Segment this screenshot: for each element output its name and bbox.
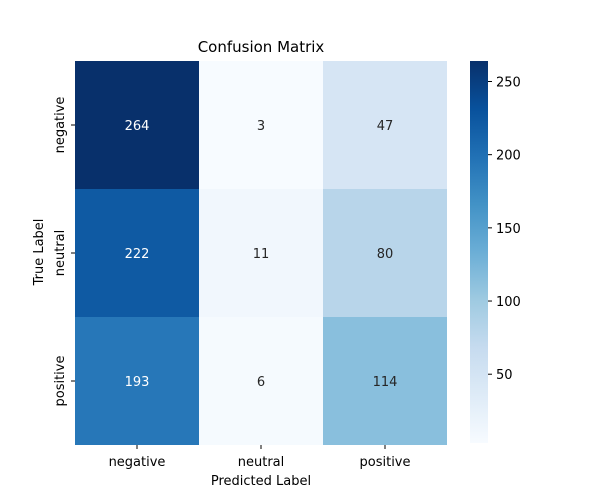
cell-value-label: 264 [125, 119, 150, 134]
heatmap-cell-negative-positive [323, 61, 447, 189]
cell-value-label: 114 [373, 375, 398, 390]
chart-title: Confusion Matrix [198, 38, 325, 56]
y-tick-label: positive [53, 356, 68, 407]
colorbar-tick-label: 100 [496, 295, 521, 310]
heatmap-cell-positive-positive [323, 317, 447, 445]
colorbar-tick-label: 50 [496, 368, 513, 383]
heatmap-cell-neutral-neutral [199, 189, 323, 317]
cell-value-label: 6 [257, 375, 265, 390]
heatmap-cell-positive-negative [75, 317, 199, 445]
y-axis-ticks: negative neutral positive [53, 97, 75, 407]
heatmap-cell-positive-neutral [199, 317, 323, 445]
y-tick-label: negative [53, 97, 68, 154]
colorbar [470, 61, 488, 443]
x-axis-ticks: negative neutral positive [109, 445, 411, 470]
cell-value-label: 3 [257, 119, 265, 134]
colorbar-tick-label: 250 [496, 75, 521, 90]
heatmap-cell-negative-neutral [199, 61, 323, 189]
heatmap-cells [75, 61, 447, 445]
x-axis-label: Predicted Label [211, 474, 311, 489]
y-tick-label: neutral [53, 230, 68, 277]
colorbar-tick-label: 200 [496, 149, 521, 164]
cell-value-label: 47 [377, 119, 394, 134]
x-tick-label: neutral [238, 455, 285, 470]
x-tick-label: negative [109, 455, 166, 470]
cell-value-label: 222 [125, 247, 150, 262]
heatmap-cell-labels: 264 3 47 222 11 80 193 6 114 [125, 119, 398, 390]
cell-value-label: 11 [253, 247, 270, 262]
y-axis-label: True Label [32, 219, 47, 287]
heatmap-cell-negative-negative [75, 61, 199, 189]
colorbar-tick-label: 150 [496, 222, 521, 237]
cell-value-label: 80 [377, 247, 394, 262]
heatmap-cell-neutral-positive [323, 189, 447, 317]
colorbar-ticks: 50 100 150 200 250 [488, 75, 521, 383]
x-tick-label: positive [360, 455, 411, 470]
heatmap-cell-neutral-negative [75, 189, 199, 317]
cell-value-label: 193 [125, 375, 150, 390]
